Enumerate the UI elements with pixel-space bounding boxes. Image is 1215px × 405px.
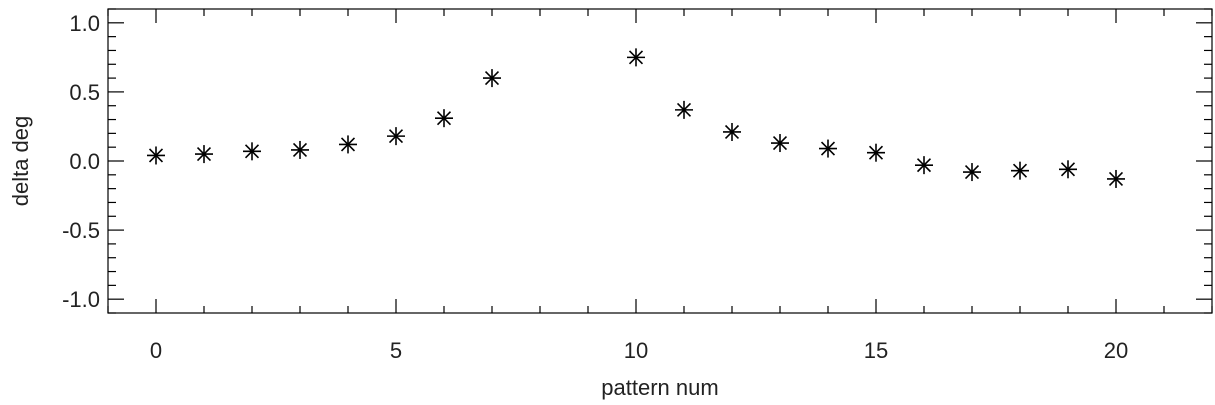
data-point-marker <box>915 156 933 175</box>
y-tick-label: -1.0 <box>62 287 100 312</box>
x-tick-label: 0 <box>150 338 162 363</box>
data-point-marker <box>291 140 309 159</box>
data-point-marker <box>675 100 693 119</box>
data-point-marker <box>867 143 885 162</box>
data-point-marker <box>627 48 645 67</box>
x-axis-label: pattern num <box>601 375 718 400</box>
x-tick-label: 10 <box>624 338 648 363</box>
data-point-marker <box>195 145 213 164</box>
data-point-marker <box>243 142 261 161</box>
x-tick-labels: 0 5 10 15 20 <box>150 338 1128 363</box>
plot-frame <box>107 8 1213 314</box>
y-tick-label: 0.5 <box>69 80 100 105</box>
data-point-marker <box>387 127 405 146</box>
data-point-marker <box>819 139 837 158</box>
data-point-marker <box>771 134 789 153</box>
data-point-marker <box>339 135 357 154</box>
data-point-marker <box>723 122 741 141</box>
y-axis-label: delta deg <box>8 116 33 207</box>
data-point-marker <box>147 146 165 165</box>
data-point-marker <box>1059 160 1077 179</box>
data-point-marker <box>963 163 981 182</box>
data-point-marker <box>1107 169 1125 188</box>
data-points <box>147 48 1125 188</box>
y-tick-label: 1.0 <box>69 11 100 36</box>
x-tick-label: 5 <box>390 338 402 363</box>
data-point-marker <box>483 69 501 88</box>
y-tick-label: 0.0 <box>69 149 100 174</box>
x-tick-label: 15 <box>864 338 888 363</box>
data-point-marker <box>435 109 453 128</box>
y-tick-labels: -1.0 -0.5 0.0 0.5 1.0 <box>62 11 100 312</box>
data-point-marker <box>1011 161 1029 180</box>
x-tick-label: 20 <box>1104 338 1128 363</box>
axis-ticks <box>107 8 1213 314</box>
y-tick-label: -0.5 <box>62 218 100 243</box>
